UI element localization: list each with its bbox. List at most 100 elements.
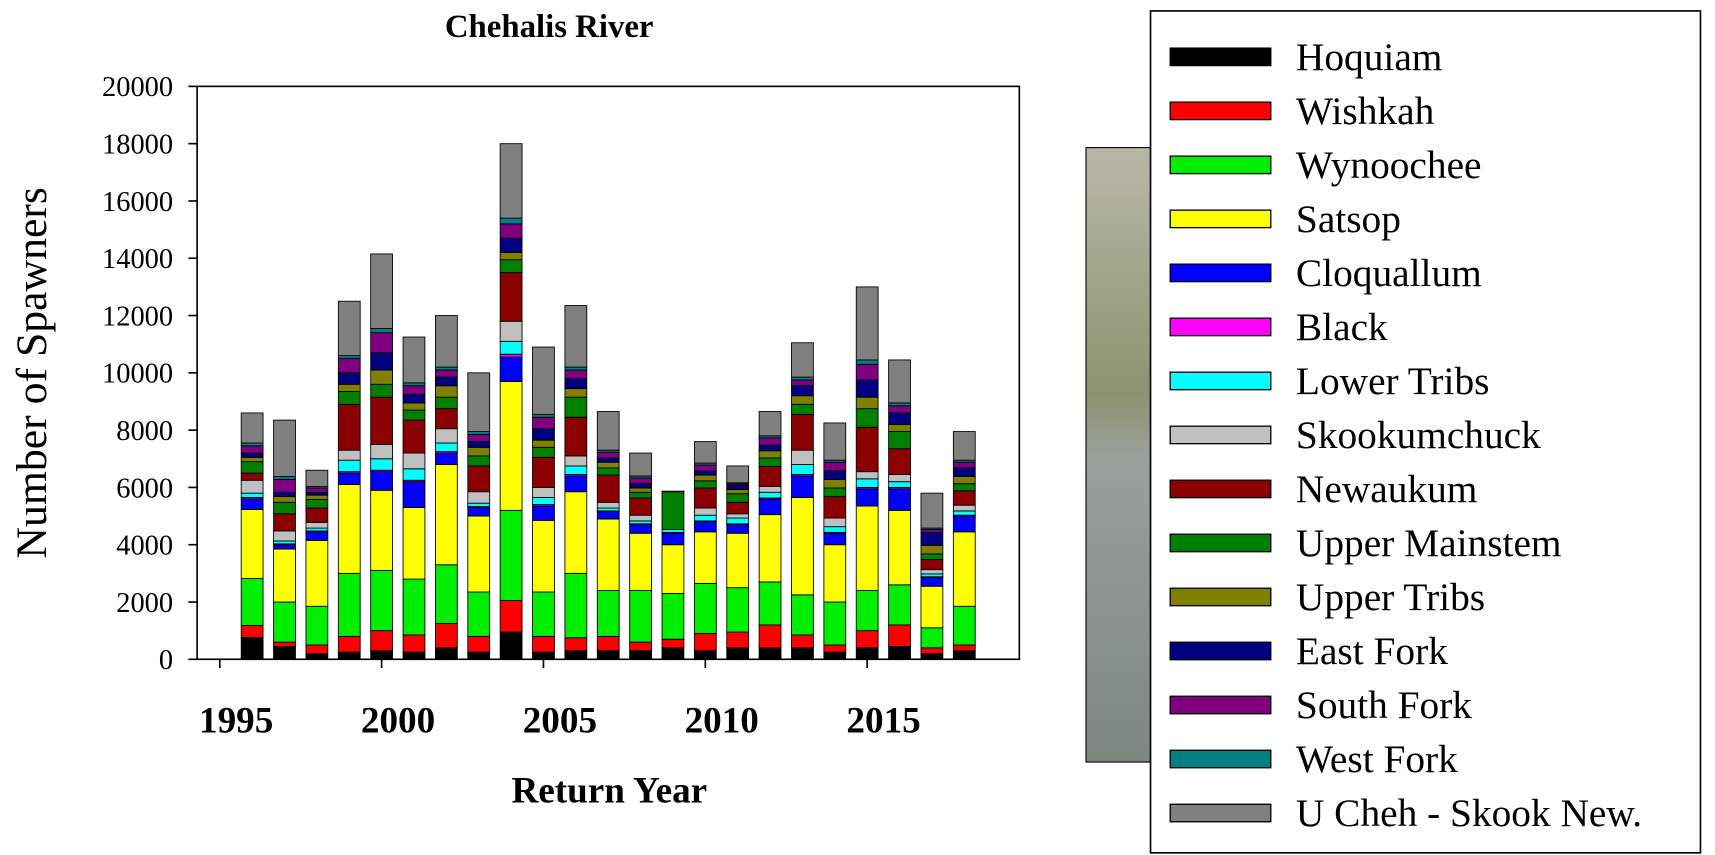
bar-segment	[791, 342, 814, 378]
bar-segment	[370, 444, 393, 460]
bar-segment	[629, 483, 652, 489]
bar-segment	[434, 376, 458, 387]
bar-segment	[240, 412, 264, 444]
bar-segment	[823, 651, 847, 660]
bar-segment	[273, 645, 296, 660]
bar-segment	[726, 532, 750, 589]
bar-segment	[273, 419, 296, 477]
bar-segment	[499, 356, 523, 382]
bar-segment	[888, 412, 911, 425]
bar-segment	[499, 143, 523, 219]
bar-segment	[532, 591, 555, 637]
bar-segment	[791, 379, 814, 387]
bar-segment	[402, 578, 426, 636]
bar-segment	[337, 449, 361, 461]
bar-segment	[305, 539, 329, 607]
legend-swatch	[1169, 425, 1272, 445]
bar-segment	[564, 455, 588, 467]
legend-swatch	[1169, 317, 1272, 337]
bar-segment	[564, 378, 588, 390]
bar-segment	[855, 396, 879, 410]
bar-segment	[402, 634, 426, 653]
bar-segment	[467, 491, 491, 504]
legend-label: Upper Mainstem	[1296, 521, 1562, 565]
bar-segment	[273, 501, 296, 515]
bar-segment	[370, 253, 393, 329]
bar-segment	[370, 489, 393, 571]
bar-segment	[434, 442, 458, 453]
bar-segment	[791, 395, 814, 405]
bar-segment	[693, 441, 717, 464]
bar-segment	[467, 441, 491, 448]
bar-segment	[499, 237, 523, 253]
bar-segment	[434, 385, 458, 398]
bar-segment	[240, 637, 264, 660]
bar-segment	[888, 624, 911, 647]
bar-segment	[952, 461, 976, 469]
y-tick-label: 18000	[102, 130, 173, 161]
bar-segment	[564, 491, 588, 574]
bar-segment	[499, 631, 523, 660]
bar-segment	[823, 461, 847, 472]
bar-segment	[434, 369, 458, 378]
bar-segment	[467, 591, 491, 637]
bar-segment	[855, 359, 879, 365]
bar-segment	[823, 470, 847, 480]
bar-segment	[402, 336, 426, 384]
bar-segment	[758, 491, 782, 499]
y-tick-label: 2000	[116, 588, 173, 619]
bar-segment	[596, 411, 620, 451]
bar-segment	[305, 605, 329, 646]
legend-swatch	[1169, 749, 1272, 769]
bar-segment	[661, 638, 685, 649]
bar-segment	[823, 544, 847, 603]
bar-segment	[855, 426, 879, 473]
bar-segment	[499, 259, 523, 274]
bar-segment	[467, 651, 491, 660]
bar-segment	[661, 490, 685, 493]
bar-segment	[337, 300, 361, 357]
bar-segment	[402, 481, 426, 508]
bar-segment	[855, 590, 879, 632]
x-tick-label: 2005	[523, 701, 597, 742]
bar-segment	[434, 396, 458, 410]
bar-segment	[888, 584, 911, 626]
bar-segment	[240, 461, 264, 474]
bar-segment	[758, 486, 782, 493]
bar-segment	[758, 498, 782, 516]
bar-segment	[596, 501, 620, 509]
bar-segment	[888, 645, 911, 660]
legend-label: Cloquallum	[1296, 251, 1482, 295]
bar-segment	[532, 486, 555, 498]
bar-segment	[693, 514, 717, 522]
bar-segment	[952, 510, 976, 516]
bar-segment	[888, 509, 911, 586]
bar-segment	[596, 635, 620, 652]
bar-segment	[888, 423, 911, 432]
legend-swatch	[1169, 47, 1272, 67]
bar-segment	[661, 544, 685, 594]
bar-segment	[920, 553, 944, 561]
bar-segment	[920, 531, 944, 546]
bar-segment	[337, 372, 361, 385]
bar-segment	[823, 532, 847, 546]
bar-segment	[661, 592, 685, 640]
legend-swatch	[1169, 695, 1272, 715]
y-tick-label: 16000	[102, 187, 173, 218]
x-tick-label: 1995	[199, 701, 273, 742]
bar-segment	[402, 409, 426, 421]
bar-segment	[855, 478, 879, 488]
bar-segment	[888, 431, 911, 450]
legend-label: South Fork	[1296, 683, 1472, 727]
bar-segment	[402, 452, 426, 470]
bar-segment	[952, 504, 976, 512]
bar-segment	[370, 352, 393, 371]
bar-segment	[629, 487, 652, 493]
x-tick-label: 2010	[685, 701, 759, 742]
bar-segment	[434, 408, 458, 430]
bar-segment	[305, 644, 329, 654]
bar-segment	[499, 252, 523, 261]
bar-segment	[273, 601, 296, 643]
bar-segment	[240, 509, 264, 579]
bar-segment	[791, 413, 814, 451]
